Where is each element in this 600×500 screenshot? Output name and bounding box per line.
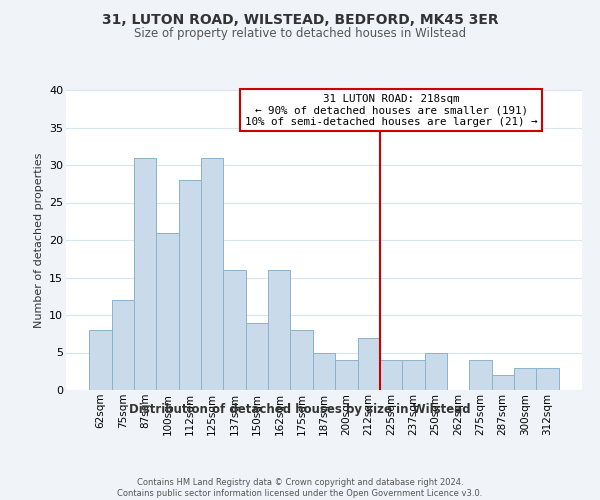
Y-axis label: Number of detached properties: Number of detached properties: [34, 152, 44, 328]
Bar: [112, 300, 134, 390]
Text: 31, LUTON ROAD, WILSTEAD, BEDFORD, MK45 3ER: 31, LUTON ROAD, WILSTEAD, BEDFORD, MK45 …: [101, 12, 499, 26]
Bar: [246, 322, 268, 390]
Text: Size of property relative to detached houses in Wilstead: Size of property relative to detached ho…: [134, 28, 466, 40]
Bar: [179, 180, 201, 390]
Bar: [425, 352, 447, 390]
Text: 31 LUTON ROAD: 218sqm
← 90% of detached houses are smaller (191)
10% of semi-det: 31 LUTON ROAD: 218sqm ← 90% of detached …: [245, 94, 537, 127]
Bar: [536, 368, 559, 390]
Bar: [514, 368, 536, 390]
Bar: [134, 158, 157, 390]
Text: Distribution of detached houses by size in Wilstead: Distribution of detached houses by size …: [129, 402, 471, 415]
Text: Contains HM Land Registry data © Crown copyright and database right 2024.
Contai: Contains HM Land Registry data © Crown c…: [118, 478, 482, 498]
Bar: [223, 270, 246, 390]
Bar: [469, 360, 491, 390]
Bar: [402, 360, 425, 390]
Bar: [201, 158, 223, 390]
Bar: [380, 360, 402, 390]
Bar: [89, 330, 112, 390]
Bar: [491, 375, 514, 390]
Bar: [313, 352, 335, 390]
Bar: [335, 360, 358, 390]
Bar: [358, 338, 380, 390]
Bar: [157, 232, 179, 390]
Bar: [268, 270, 290, 390]
Bar: [290, 330, 313, 390]
